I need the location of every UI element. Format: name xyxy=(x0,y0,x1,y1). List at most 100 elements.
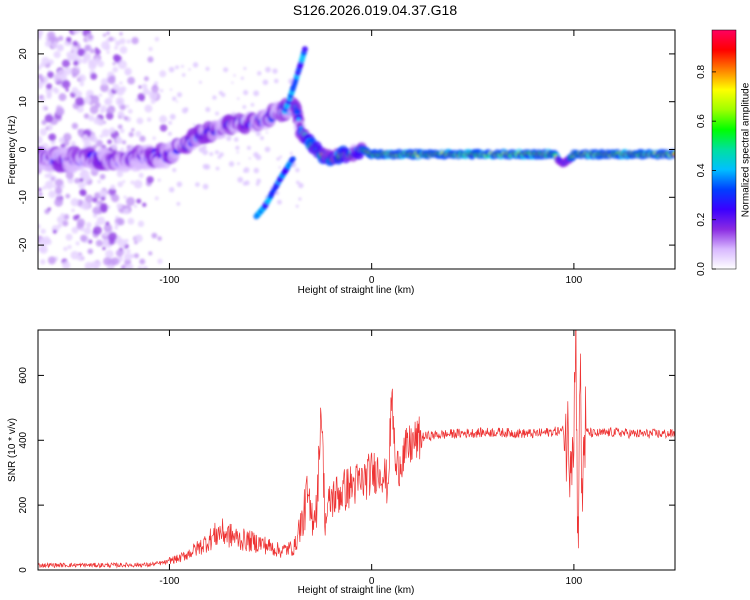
colorbar-gradient xyxy=(712,30,736,269)
spectrogram-noise-blob xyxy=(151,233,157,239)
spectrogram-noise-blob xyxy=(278,166,280,168)
spectrogram-noise-blob xyxy=(80,235,87,242)
spectrogram-noise-blob xyxy=(157,259,162,264)
spectrogram-noise-blob xyxy=(78,74,86,82)
spectrogram-noise-blob xyxy=(65,194,70,199)
spectrogram-noise-blob xyxy=(257,71,261,75)
spectrogram-noise-blob xyxy=(247,146,251,150)
spectrogram-noise-blob xyxy=(75,90,82,97)
spectrogram-noise-blob xyxy=(119,32,122,35)
spectrogram-noise-blob xyxy=(99,203,107,211)
colorbar-tick-label: 0.2 xyxy=(696,212,707,226)
spectrogram-noise-blob xyxy=(115,41,121,47)
spectrogram-noise-blob xyxy=(118,124,123,129)
spectrogram-noise-blob xyxy=(71,208,75,212)
spectrogram-noise-blob xyxy=(260,136,264,140)
snr-xtick-label: 100 xyxy=(566,576,583,587)
colorbar-tick-label: 0.0 xyxy=(696,262,707,276)
spectrogram-noise-blob xyxy=(265,67,271,73)
snr-xtick-label: -100 xyxy=(159,576,179,587)
snr-ytick-label: 0 xyxy=(18,567,29,573)
spectrogram-noise-blob xyxy=(223,67,228,72)
spectrogram-noise-blob xyxy=(128,109,133,114)
spectrogram-noise-blob xyxy=(295,168,299,172)
spectrogram-noise-blob xyxy=(199,147,205,153)
spectrogram-noise-blob xyxy=(101,196,105,200)
spectrogram-noise-blob xyxy=(147,56,153,62)
spectrogram-noise-blob xyxy=(106,51,109,54)
spectrogram-noise-blob xyxy=(40,259,45,264)
spectrogram-noise-blob xyxy=(91,95,99,103)
spectrogram-noise-blob xyxy=(139,136,145,142)
spectrogram-noise-blob xyxy=(72,227,79,234)
spectrogram-noise-blob xyxy=(57,79,61,83)
spectrogram-noise-blob xyxy=(125,239,129,243)
spectrogram-noise-blob xyxy=(112,67,118,73)
spectrogram-noise-blob xyxy=(41,57,49,65)
spectrogram-noise-blob xyxy=(205,107,210,112)
spectrogram-noise-blob xyxy=(182,73,185,76)
spectrogram-ytick-label: 0 xyxy=(18,146,29,152)
spectrogram-noise-blob xyxy=(92,197,97,202)
spectrogram-noise-blob xyxy=(107,106,115,114)
spectrogram-noise-blob xyxy=(95,49,101,55)
spectrogram-ridge-core xyxy=(28,157,31,160)
spectrogram-noise-blob xyxy=(127,218,134,225)
spectrogram-noise-blob xyxy=(152,136,156,140)
spectrogram-noise-blob xyxy=(45,107,48,110)
spectrogram-ytick-label: -10 xyxy=(18,190,29,205)
spectrogram-noise-blob xyxy=(135,131,141,137)
spectrogram-ridge-core xyxy=(26,157,29,160)
spectrogram-noise-blob xyxy=(106,32,109,35)
spectrogram-noise-blob xyxy=(243,90,248,95)
spectrogram-noise-blob xyxy=(124,196,127,199)
spectrogram-noise-blob xyxy=(155,196,159,200)
spectrogram-noise-blob xyxy=(45,181,54,190)
spectrogram-noise-blob xyxy=(82,202,90,210)
spectrogram-noise-blob xyxy=(75,97,84,106)
spectrogram-noise-blob xyxy=(116,97,125,106)
snr-ytick-label: 200 xyxy=(18,496,29,513)
spectrogram-noise-blob xyxy=(62,80,71,89)
snr-plot-area xyxy=(38,330,675,570)
spectrogram-noise-blob xyxy=(66,234,73,241)
spectrogram-noise-blob xyxy=(298,197,301,200)
spectrogram-noise-blob xyxy=(92,137,98,143)
spectrogram-noise-blob xyxy=(127,39,131,43)
spectrogram-noise-blob xyxy=(113,54,120,61)
spectrogram-noise-blob xyxy=(109,127,115,133)
spectrogram-noise-blob xyxy=(148,251,152,255)
spectrogram-ridge-mid xyxy=(30,156,38,164)
colorbar-tick-label: 0.4 xyxy=(696,163,707,177)
spectrogram-noise-blob xyxy=(169,67,175,73)
spectrogram-noise-blob xyxy=(177,182,183,188)
spectrogram-ridge-core xyxy=(298,122,301,125)
spectrogram-noise-blob xyxy=(85,195,93,203)
chart-title: S126.2026.019.04.37.G18 xyxy=(293,2,457,18)
spectrogram-noise-blob xyxy=(100,174,106,180)
spectrogram-noise-blob xyxy=(159,70,166,77)
spectrogram-noise-blob xyxy=(84,227,92,235)
spectrogram-noise-blob xyxy=(38,188,41,191)
spectrogram-noise-blob xyxy=(241,77,244,80)
spectrogram-noise-blob xyxy=(168,121,172,125)
spectrogram-noise-blob xyxy=(277,200,282,205)
spectrogram-noise-blob xyxy=(242,105,246,109)
spectrogram-noise-blob xyxy=(127,77,135,85)
spectrogram-noise-blob xyxy=(118,111,124,117)
spectrogram-ylabel: Frequency (Hz) xyxy=(7,116,18,185)
spectrogram-noise-blob xyxy=(134,180,143,189)
spectrogram-noise-blob xyxy=(168,132,172,136)
spectrogram-noise-blob xyxy=(88,115,94,121)
spectrogram-noise-blob xyxy=(47,71,54,78)
spectrogram-noise-blob xyxy=(86,222,92,228)
spectrogram-noise-blob xyxy=(157,236,161,240)
spectrogram-noise-blob xyxy=(265,147,271,153)
spectrogram-noise-blob xyxy=(155,37,160,42)
colorbar-tick-label: 0.6 xyxy=(696,114,707,128)
spectrogram-noise-blob xyxy=(169,187,174,192)
spectrogram-noise-blob xyxy=(72,41,78,47)
spectrogram-noise-blob xyxy=(203,184,209,190)
spectrogram-noise-blob xyxy=(94,117,101,124)
spectrogram-noise-blob xyxy=(144,105,152,113)
